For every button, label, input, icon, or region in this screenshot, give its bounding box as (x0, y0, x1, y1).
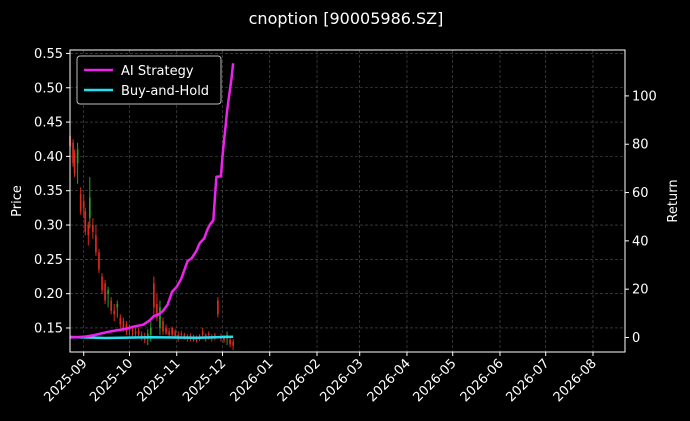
candle-body (232, 341, 234, 346)
candle-body (113, 310, 116, 315)
candle-body (131, 330, 134, 332)
y-axis-right-label: Return (666, 179, 681, 222)
candle-body (107, 290, 109, 294)
candle-body (119, 317, 122, 325)
ai-strategy-line (69, 63, 235, 339)
candle-body (72, 142, 74, 164)
legend-box (76, 55, 222, 105)
candle-body (122, 321, 125, 328)
candle-body (174, 331, 177, 337)
candle-body (79, 194, 82, 212)
buy-and-hold-line (69, 335, 234, 340)
candle-body (168, 331, 170, 335)
candle-body (95, 235, 97, 253)
y-right-tick-label: 40 (632, 234, 649, 249)
y-left-tick-label: 0.50 (34, 81, 63, 96)
candle-body (159, 307, 161, 328)
candle-body (162, 321, 164, 332)
candle-body (140, 334, 143, 337)
candle-body (82, 201, 85, 208)
candle-body (76, 149, 79, 164)
candle-body (183, 334, 186, 338)
y-right-tick-label: 60 (632, 186, 649, 201)
candle-body (153, 283, 155, 308)
candle-body (180, 333, 183, 335)
candle-body (177, 334, 180, 337)
candle-body (73, 152, 76, 174)
candle-body (146, 333, 149, 339)
y-right-tick-label: 80 (632, 138, 649, 153)
y-left-tick-label: 0.15 (34, 321, 63, 336)
candle-body (98, 252, 100, 270)
legend: AI Strategy Buy-and-Hold (76, 55, 222, 105)
y-left-tick-label: 0.25 (34, 253, 63, 268)
legend-label-buy-and-hold: Buy-and-Hold (121, 84, 209, 99)
candle-body (201, 331, 204, 335)
y-axis-right: 0 20 40 60 80 100 (625, 89, 657, 346)
candle-body (87, 225, 90, 236)
candle-body (88, 197, 91, 219)
y-right-tick-label: 20 (632, 283, 649, 298)
candle-body (149, 327, 152, 335)
candle-body (101, 276, 103, 291)
y-left-tick-label: 0.20 (34, 287, 63, 302)
legend-label-ai-strategy: AI Strategy (121, 64, 194, 79)
y-left-tick-label: 0.35 (34, 184, 63, 199)
candle-body (84, 211, 87, 232)
candle-body (104, 283, 106, 301)
candle-body (223, 337, 225, 341)
candle-body (217, 300, 219, 315)
candle-body (207, 333, 210, 335)
candle-body (165, 327, 167, 334)
y-left-tick-label: 0.40 (34, 150, 63, 165)
y-axis-left-label: Price (10, 185, 25, 217)
candle-body (92, 225, 94, 232)
candle-body (110, 300, 113, 311)
y-right-tick-label: 100 (632, 89, 657, 104)
candle-body (156, 303, 158, 318)
candle-body (195, 337, 198, 342)
candle-body (116, 303, 119, 308)
y-left-tick-label: 0.30 (34, 219, 63, 234)
candle-body (137, 330, 140, 335)
y-axis-left: 0.15 0.20 0.25 0.30 0.35 0.40 0.45 0.50 0.55 (34, 47, 70, 336)
candle-body (134, 331, 137, 334)
candle-body (171, 327, 173, 335)
plot-frame (69, 49, 626, 353)
chart-title: cnoption [90005986.SZ] (249, 9, 444, 28)
candle-body (229, 339, 231, 345)
lines (69, 63, 235, 340)
y-right-tick-label: 0 (632, 331, 640, 346)
y-left-tick-label: 0.55 (34, 47, 63, 62)
y-left-tick-label: 0.45 (34, 116, 63, 131)
